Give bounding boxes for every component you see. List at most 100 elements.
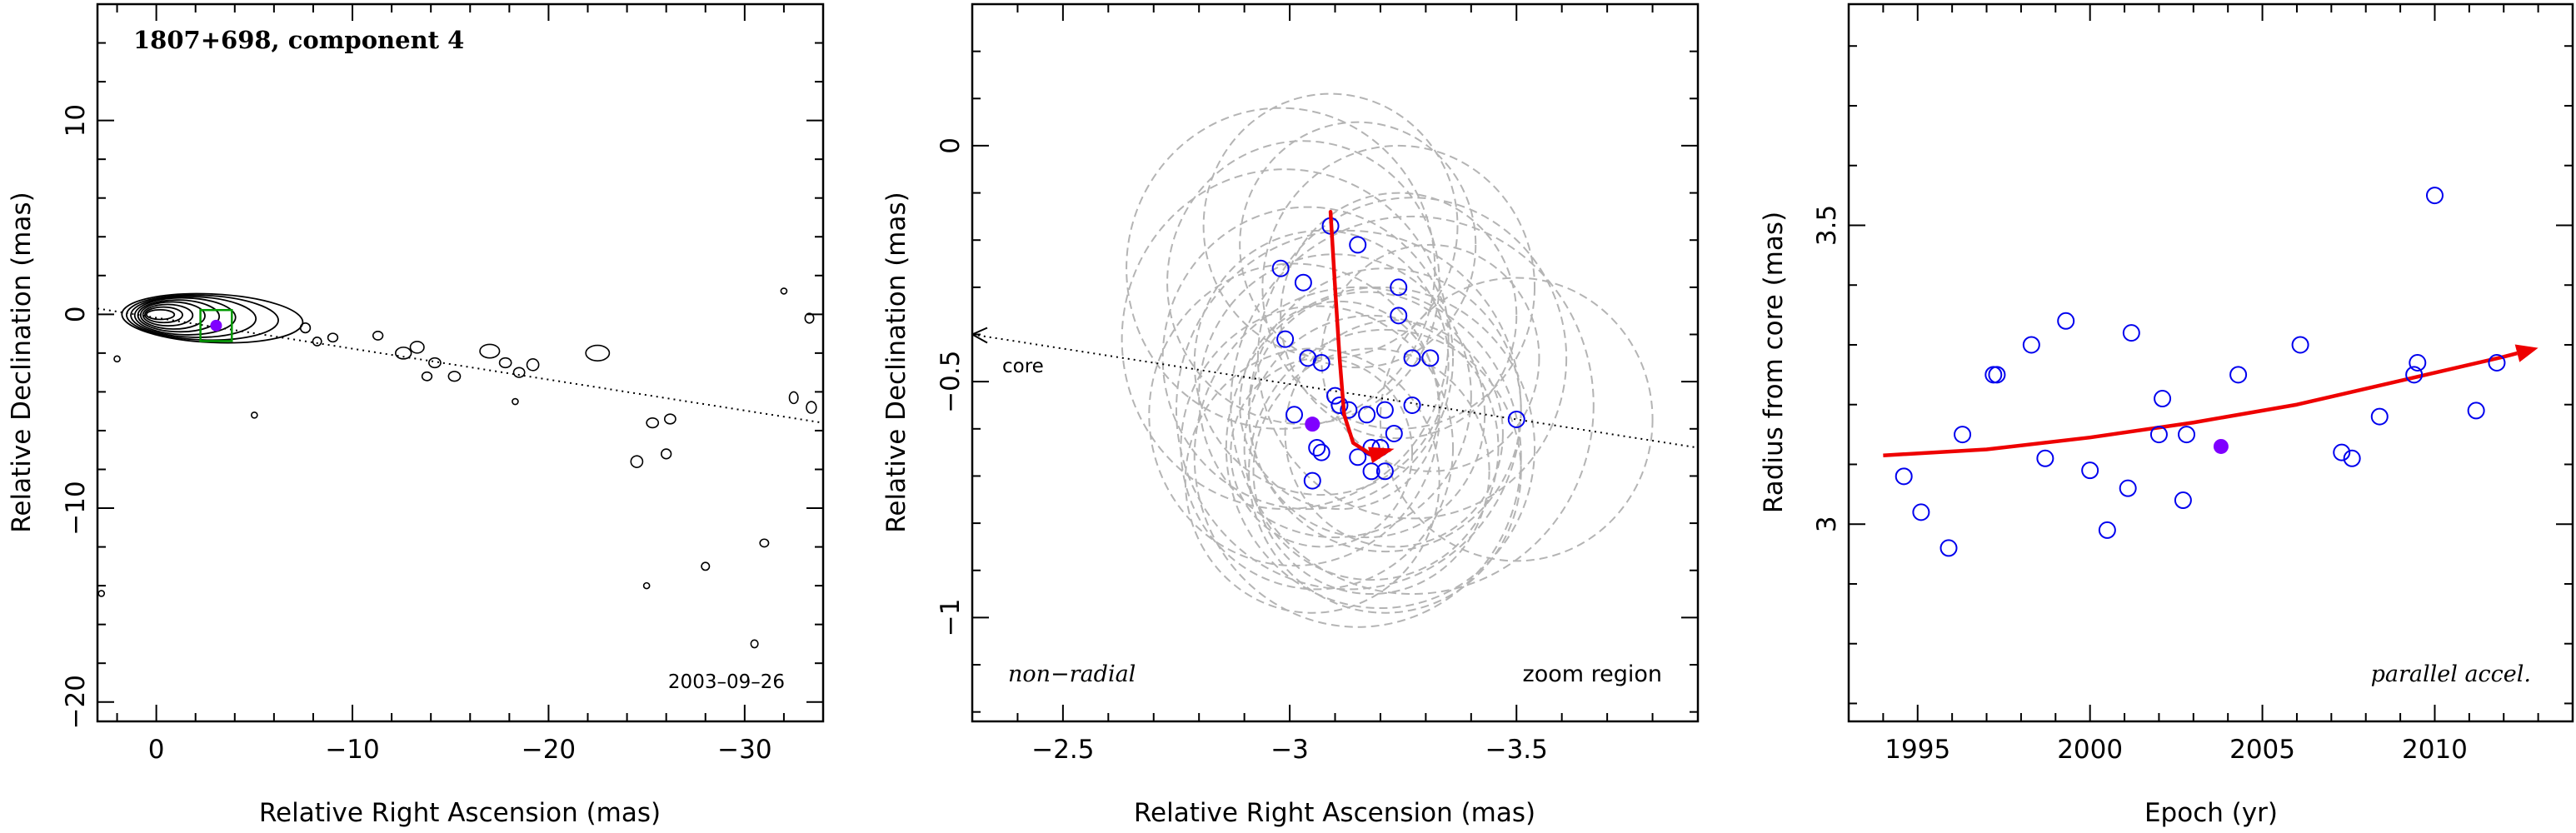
position-point (1375, 401, 1394, 419)
position-point (1362, 462, 1380, 481)
jet-contour (327, 332, 339, 343)
error-circle (1175, 229, 1522, 591)
jet-contour (512, 397, 519, 406)
error-circle (1121, 168, 1450, 511)
jet-contour (447, 371, 462, 382)
y-tick-label: −20 (61, 675, 91, 729)
error-circle (1230, 357, 1414, 548)
position-point (1375, 462, 1394, 481)
error-circle (1261, 144, 1536, 430)
radius-point (2178, 426, 2196, 444)
mean-position-marker (1305, 416, 1320, 432)
jet-contour (372, 331, 384, 341)
jet-contour (250, 412, 258, 419)
radius-point (2098, 521, 2116, 539)
p3-y-axis-label: Radius from core (mas) (1759, 212, 1789, 513)
error-circle (1280, 192, 1518, 440)
radius-point (2119, 479, 2137, 497)
error-circle (1225, 286, 1536, 610)
radius-point (2174, 491, 2192, 510)
error-circle (1252, 347, 1490, 596)
p1-title: 1807+698, component 4 (133, 26, 464, 54)
position-point (1303, 471, 1321, 490)
mean-epoch-marker (2213, 438, 2229, 454)
p3-ticks (1848, 4, 2574, 721)
y-tick-label: −10 (61, 481, 91, 535)
jet-contour (701, 561, 711, 571)
jet-contour (312, 336, 322, 347)
p1-x-axis-label: Relative Right Ascension (mas) (259, 798, 661, 828)
jet-contour (409, 341, 425, 354)
jet-contour (512, 367, 526, 378)
radius-point (2405, 366, 2424, 384)
zoom-region-box (199, 308, 233, 342)
radius-point (2154, 390, 2172, 408)
radius-point (2057, 312, 2075, 330)
error-circle (1161, 206, 1455, 511)
error-circle (1320, 243, 1540, 472)
jet-contour (663, 413, 676, 425)
core-contour (126, 294, 279, 342)
position-point (1421, 349, 1440, 367)
p2-y-axis-label: Relative Declination (mas) (881, 192, 911, 533)
radius-point (2343, 449, 2361, 467)
core-contour (139, 301, 206, 330)
p2-core-label: core (1002, 356, 1044, 377)
jet-axis-line (97, 307, 824, 424)
acceleration-fit-line (1883, 351, 2519, 457)
position-point (1358, 406, 1376, 424)
y-tick-label: −1 (936, 599, 966, 637)
error-circle (1193, 229, 1450, 496)
jet-contour (585, 344, 611, 362)
core-contour (145, 308, 176, 321)
y-tick-label: 10 (61, 104, 91, 137)
y-tick-label: 0 (936, 137, 966, 154)
radius-point (2291, 336, 2309, 354)
p1-tick-labels: 0 −10 −20 −30 −20 −10 0 10 (61, 104, 772, 765)
p2-x-axis-label: Relative Right Ascension (mas) (1134, 798, 1535, 828)
x-tick-label: −3.5 (1485, 735, 1548, 765)
radius-point (2409, 354, 2427, 372)
jet-contour (479, 343, 501, 359)
error-circle (1166, 140, 1440, 426)
x-tick-label: 1995 (1885, 735, 1950, 765)
core-contour (137, 299, 221, 333)
x-tick-label: 2005 (2229, 735, 2295, 765)
position-point (1330, 396, 1349, 414)
position-point (1385, 424, 1403, 442)
position-point (1403, 396, 1421, 414)
p1-date-label: 2003–09–26 (668, 671, 785, 693)
jet-contour (806, 401, 817, 414)
jet-contour (526, 358, 540, 372)
error-circle (1198, 253, 1472, 539)
core-contour (133, 297, 237, 336)
core-contour (142, 303, 194, 327)
position-point (1294, 273, 1312, 292)
jet-contour (428, 357, 442, 369)
radius-point (2149, 426, 2168, 444)
error-circle (1243, 314, 1500, 581)
position-point (1276, 330, 1295, 348)
p1-data-layer (97, 287, 824, 649)
y-tick-label: 3 (1812, 516, 1842, 532)
x-tick-label: −10 (325, 735, 379, 765)
jet-contour (646, 417, 660, 429)
x-tick-label: −20 (522, 735, 576, 765)
radius-point (2036, 449, 2054, 467)
jet-contour (630, 455, 644, 468)
jet-contour (498, 357, 512, 369)
position-point (1507, 410, 1525, 428)
position-point (1312, 354, 1330, 372)
position-point (1390, 307, 1408, 325)
error-circle (1284, 319, 1504, 548)
radius-point (2488, 354, 2506, 372)
error-circle (1248, 291, 1486, 539)
p3-data-layer (1883, 187, 2539, 557)
radius-point (1984, 366, 2003, 384)
radius-point (1988, 366, 2006, 384)
y-tick-label: −0.5 (936, 351, 966, 413)
motion-track-arrowhead (1368, 446, 1395, 464)
p2-motion-label: non−radial (1008, 661, 1136, 687)
radius-point (2425, 187, 2444, 205)
